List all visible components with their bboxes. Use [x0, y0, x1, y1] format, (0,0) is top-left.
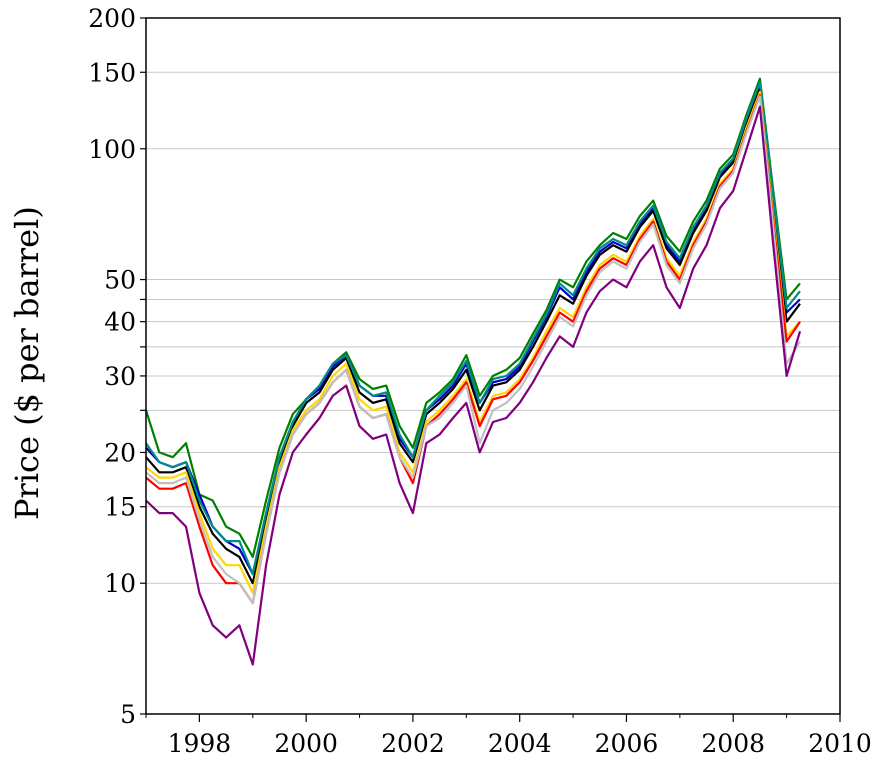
series-line-2: [145, 86, 801, 585]
series-lines: [144, 77, 802, 666]
x-tick-label: 2004: [488, 729, 552, 758]
series-line-7: [145, 105, 802, 666]
x-axis: 1998 2000 2002 2004 2006 2008 2010: [145, 714, 872, 758]
x-tick-label: 2002: [381, 729, 445, 758]
x-tick-label: 2010: [808, 729, 872, 758]
y-axis: 5 10 15 20 30 40 50 100 150 200: [88, 4, 146, 729]
series-line-4: [145, 91, 801, 595]
y-tick-label: 40: [104, 308, 136, 337]
y-axis-title: Price ($ per barrel): [8, 206, 46, 520]
y-tick-label: 50: [104, 266, 136, 295]
y-tick-label: 15: [104, 493, 136, 522]
x-tick-label: 1998: [168, 729, 232, 758]
y-tick-label: 5: [120, 700, 136, 729]
series-line-5: [145, 93, 801, 605]
series-line-3: [145, 81, 801, 576]
plot-frame: [145, 17, 841, 715]
x-tick-label: 2008: [701, 729, 765, 758]
series-line-1: [145, 84, 801, 576]
x-tick-label: 2006: [595, 729, 659, 758]
y-tick-label: 30: [104, 362, 136, 391]
y-tick-label: 150: [88, 58, 136, 87]
series-line-0: [144, 77, 801, 559]
series-line-6: [145, 95, 801, 605]
y-tick-label: 20: [104, 438, 136, 467]
y-tick-label: 10: [104, 569, 136, 598]
y-tick-label: 100: [88, 135, 136, 164]
x-tick-label: 2000: [274, 729, 338, 758]
y-tick-label: 200: [88, 4, 136, 33]
